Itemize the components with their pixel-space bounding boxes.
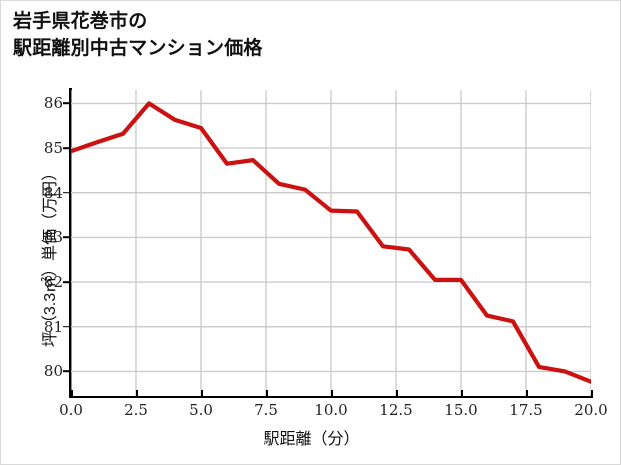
x-axis-spine [69, 395, 593, 398]
y-axis-tick-label: 84 [43, 183, 63, 202]
x-axis-tick-label: 20.0 [574, 401, 608, 419]
x-axis-tick-mark [201, 390, 203, 396]
y-axis-tick-label: 85 [43, 139, 63, 158]
y-axis-title: 坪（3.3㎡）単価（万円） [42, 164, 59, 348]
x-axis-tick-mark [331, 390, 333, 396]
x-axis-tick-mark [136, 390, 138, 396]
line-chart-svg [71, 90, 591, 396]
x-axis-tick-label: 15.0 [444, 401, 478, 419]
x-axis-tick-mark [266, 390, 268, 396]
x-axis-tick-mark [591, 390, 593, 396]
y-axis-tick-mark [63, 191, 69, 194]
x-axis-tick-mark [461, 390, 463, 396]
y-axis-tick-mark [63, 102, 69, 105]
x-axis-tick-mark [71, 390, 73, 396]
y-axis-tick-labels: 80 81 82 83 84 85 86 [9, 1, 63, 464]
y-axis-tick-mark [63, 325, 69, 328]
x-axis-tick-label: 2.5 [124, 401, 148, 419]
x-axis-tick-label: 7.5 [254, 401, 278, 419]
x-axis-tick-label: 5.0 [189, 401, 213, 419]
x-axis-tick-label: 12.5 [379, 401, 413, 419]
vertical-gridlines [71, 90, 591, 396]
y-axis-tick-label: 81 [43, 317, 63, 336]
chart-title: 岩手県花巻市の 駅距離別中古マンション価格 [13, 11, 263, 59]
y-axis-tick-label: 83 [43, 228, 63, 247]
y-axis-tick-label: 86 [43, 94, 63, 113]
price-line-series [71, 101, 591, 384]
y-axis-tick-mark [63, 370, 69, 373]
x-axis-tick-label: 17.5 [509, 401, 543, 419]
y-axis-tick-mark [63, 147, 69, 149]
y-axis-tick-label: 80 [43, 362, 63, 381]
y-axis-tick-mark [63, 236, 69, 239]
y-axis-spine [69, 88, 72, 398]
x-axis-tick-label: 10.0 [314, 401, 348, 419]
x-axis-tick-label: 0.0 [59, 401, 83, 419]
x-axis-tick-mark [396, 390, 398, 396]
y-axis-tick-label: 82 [43, 273, 63, 292]
x-axis-title: 駅距離（分） [263, 431, 360, 448]
plot-area [71, 90, 591, 396]
x-axis-tick-mark [526, 390, 528, 396]
y-axis-tick-mark [63, 281, 69, 283]
